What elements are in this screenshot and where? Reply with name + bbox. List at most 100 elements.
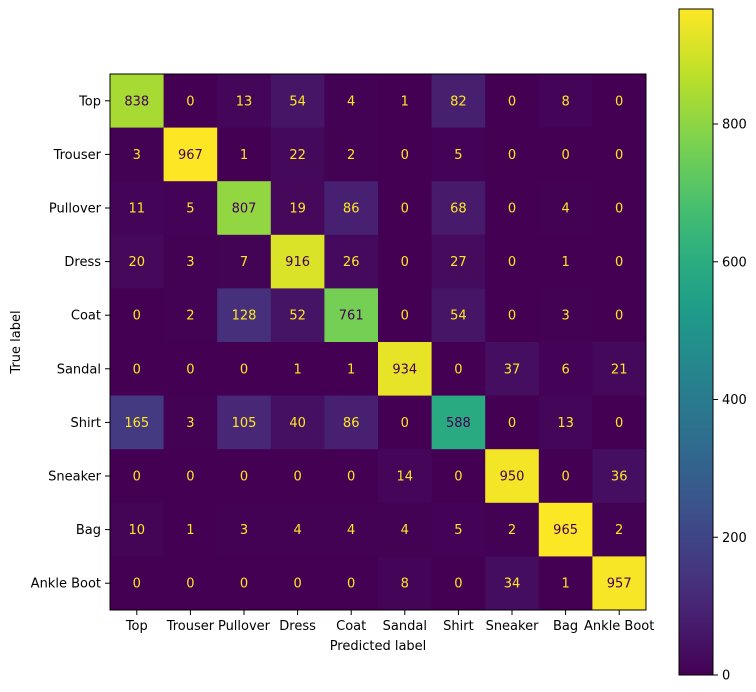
- y-tick-label: Pullover: [49, 202, 102, 217]
- heatmap-cell: [378, 502, 433, 557]
- heatmap-cell: [110, 395, 165, 450]
- cell-value-label: 13: [557, 416, 574, 431]
- heatmap-cell: [270, 181, 325, 236]
- x-tick-label: Coat: [336, 619, 366, 634]
- y-tick-label: Shirt: [70, 416, 101, 431]
- cell-value-label: 86: [343, 416, 360, 431]
- heatmap-cell: [163, 556, 218, 611]
- cell-value-label: 8: [401, 577, 409, 592]
- cell-value-label: 2: [508, 523, 516, 538]
- cell-value-label: 27: [450, 255, 467, 270]
- heatmap-cell: [324, 395, 379, 450]
- cell-value-label: 0: [401, 202, 409, 217]
- heatmap-cell: [431, 181, 486, 236]
- cell-value-label: 0: [615, 94, 623, 109]
- cell-value-label: 40: [289, 416, 306, 431]
- heatmap-cell: [270, 556, 325, 611]
- cell-value-label: 0: [293, 577, 301, 592]
- cell-value-label: 11: [129, 202, 146, 217]
- cell-value-label: 0: [615, 148, 623, 163]
- heatmap-cell: [110, 234, 165, 289]
- cell-value-label: 0: [401, 309, 409, 324]
- heatmap-cell: [163, 181, 218, 236]
- x-axis-label: Predicted label: [330, 639, 427, 654]
- heatmap-cell: [110, 342, 165, 397]
- heatmap-cell: [378, 74, 433, 129]
- cell-value-label: 13: [236, 94, 253, 109]
- cell-value-label: 0: [615, 255, 623, 270]
- cell-value-label: 6: [561, 362, 569, 377]
- cell-value-label: 26: [343, 255, 360, 270]
- cell-value-label: 0: [133, 309, 141, 324]
- cell-value-label: 0: [347, 577, 355, 592]
- heatmap-cell: [217, 342, 272, 397]
- x-tick-label: Sneaker: [486, 619, 540, 634]
- cell-value-label: 1: [240, 148, 248, 163]
- plot-frame: [109, 73, 647, 611]
- cell-value-label: 0: [133, 362, 141, 377]
- cell-value-label: 105: [232, 416, 257, 431]
- heatmap-cell: [538, 342, 593, 397]
- colorbar-tick-label: 800: [722, 118, 747, 133]
- cell-value-label: 957: [607, 577, 632, 592]
- heatmap-cell: [324, 181, 379, 236]
- heatmap-cell: [592, 502, 647, 557]
- cell-value-label: 14: [397, 470, 414, 485]
- cell-value-label: 0: [133, 577, 141, 592]
- cell-value-label: 0: [401, 416, 409, 431]
- cell-value-label: 82: [450, 94, 467, 109]
- heatmap-cell: [378, 395, 433, 450]
- cell-value-label: 4: [401, 523, 409, 538]
- heatmap-cell: [378, 449, 433, 504]
- heatmap-cell: [270, 502, 325, 557]
- cell-value-label: 0: [186, 577, 194, 592]
- heatmap-cell: [485, 234, 540, 289]
- cell-value-label: 4: [347, 94, 355, 109]
- heatmap-cell: [378, 181, 433, 236]
- cell-value-label: 0: [508, 255, 516, 270]
- cell-value-label: 2: [615, 523, 623, 538]
- cell-value-label: 0: [615, 416, 623, 431]
- heatmap-cell: [110, 502, 165, 557]
- heatmap-cell: [485, 556, 540, 611]
- heatmap-cell: [217, 74, 272, 129]
- colorbar-tick-label: 200: [722, 531, 747, 546]
- heatmap-cell: [485, 74, 540, 129]
- heatmap-cell: [538, 502, 593, 557]
- cell-value-label: 8: [561, 94, 569, 109]
- heatmap-cell: [538, 395, 593, 450]
- cell-value-label: 0: [293, 470, 301, 485]
- heatmap-cell: [163, 449, 218, 504]
- cell-value-label: 0: [240, 470, 248, 485]
- x-tick-label: Shirt: [443, 619, 474, 634]
- heatmap-cell: [592, 127, 647, 182]
- heatmap-cell: [378, 234, 433, 289]
- colorbar: [678, 8, 714, 676]
- heatmap-cell: [485, 502, 540, 557]
- heatmap-cell: [217, 288, 272, 343]
- heatmap-cell: [270, 288, 325, 343]
- cell-value-label: 1: [561, 255, 569, 270]
- heatmap-cell: [163, 234, 218, 289]
- heatmap-cell: [378, 556, 433, 611]
- heatmap-cell: [485, 181, 540, 236]
- heatmap-cell: [485, 127, 540, 182]
- heatmap-cell: [592, 342, 647, 397]
- cell-value-label: 0: [133, 470, 141, 485]
- heatmap-cell: [485, 449, 540, 504]
- cell-value-label: 0: [454, 362, 462, 377]
- cell-value-label: 68: [450, 202, 467, 217]
- heatmap-cell: [163, 288, 218, 343]
- heatmap-cell: [324, 449, 379, 504]
- heatmap-cell: [217, 234, 272, 289]
- cell-value-label: 934: [392, 362, 417, 377]
- y-axis-label: True label: [9, 310, 24, 374]
- heatmap-cell: [538, 288, 593, 343]
- cell-value-label: 838: [124, 94, 149, 109]
- cell-value-label: 5: [454, 523, 462, 538]
- colorbar-tick-label: 0: [722, 669, 730, 684]
- cell-value-label: 965: [553, 523, 578, 538]
- cell-value-label: 165: [124, 416, 149, 431]
- cell-value-label: 0: [508, 94, 516, 109]
- cell-value-label: 0: [561, 470, 569, 485]
